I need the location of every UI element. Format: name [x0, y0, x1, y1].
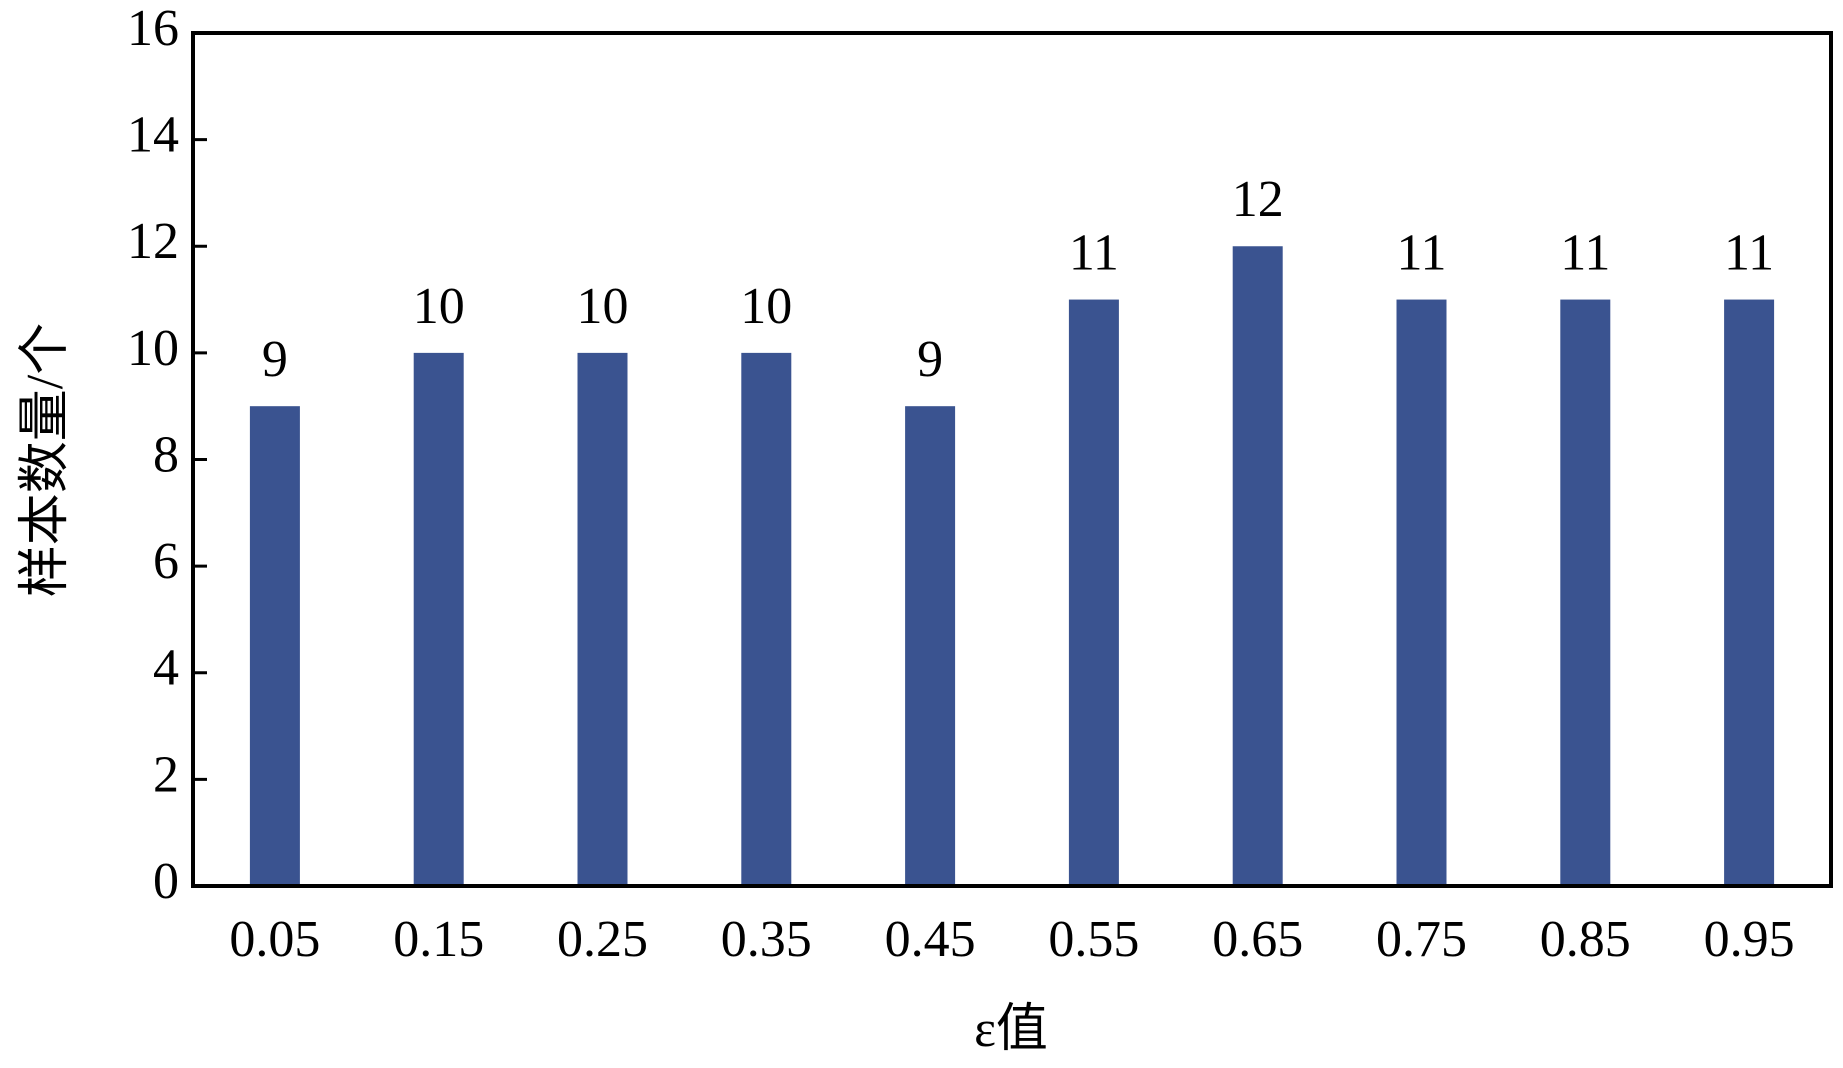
x-tick-label: 0.75: [1376, 911, 1467, 968]
data-label: 11: [1069, 225, 1119, 282]
y-tick-label: 8: [153, 426, 179, 483]
bar: [1232, 246, 1283, 886]
bar: [741, 352, 792, 886]
x-tick-label: 0.25: [557, 911, 648, 968]
y-axis-title: 样本数量/个: [17, 323, 74, 597]
x-tick-label: 0.95: [1704, 911, 1795, 968]
y-tick-label: 10: [127, 320, 179, 377]
data-label: 11: [1724, 225, 1774, 282]
bar: [1560, 299, 1611, 886]
y-tick-label: 12: [127, 213, 179, 270]
bar: [1724, 299, 1775, 886]
data-label: 11: [1560, 225, 1610, 282]
y-tick-label: 2: [153, 746, 179, 803]
data-label: 11: [1396, 225, 1446, 282]
bar: [1068, 299, 1119, 886]
data-label: 9: [262, 331, 288, 388]
y-tick-label: 0: [153, 853, 179, 910]
x-tick-label: 0.45: [885, 911, 976, 968]
bar: [577, 352, 628, 886]
bar: [249, 406, 300, 886]
y-tick-label: 14: [127, 107, 179, 164]
data-label: 9: [917, 331, 943, 388]
x-tick-label: 0.05: [229, 911, 320, 968]
x-tick-label: 0.15: [393, 911, 484, 968]
y-tick-label: 16: [127, 0, 179, 57]
data-label: 12: [1232, 171, 1284, 228]
y-tick-label: 6: [153, 533, 179, 590]
x-axis-title: ε值: [974, 1001, 1048, 1058]
bar: [905, 406, 956, 886]
y-tick-label: 4: [153, 640, 179, 697]
bar: [1396, 299, 1447, 886]
x-tick-label: 0.35: [721, 911, 812, 968]
data-label: 10: [577, 278, 629, 335]
x-tick-label: 0.85: [1540, 911, 1631, 968]
bar: [413, 352, 464, 886]
data-label: 10: [413, 278, 465, 335]
x-tick-label: 0.65: [1212, 911, 1303, 968]
plot-frame: [191, 31, 1833, 888]
data-label: 10: [740, 278, 792, 335]
x-tick-label: 0.55: [1048, 911, 1139, 968]
